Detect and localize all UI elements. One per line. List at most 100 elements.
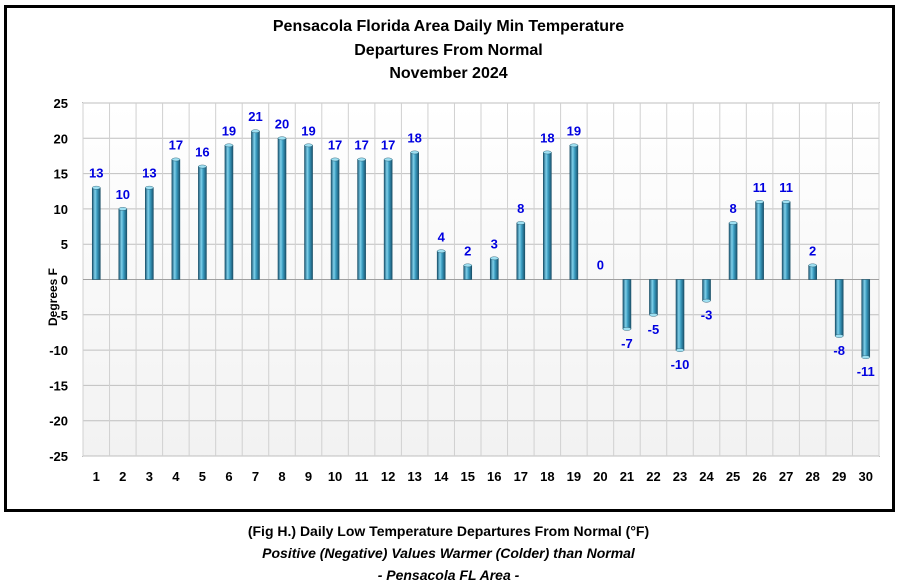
data-label: 19 bbox=[222, 123, 236, 138]
data-label: 3 bbox=[491, 236, 498, 251]
bar bbox=[410, 152, 419, 280]
x-tick-label: 3 bbox=[146, 469, 153, 484]
bar bbox=[808, 265, 817, 280]
data-label: 17 bbox=[328, 137, 342, 152]
data-label: 8 bbox=[729, 201, 736, 216]
bar-cap bbox=[383, 157, 393, 162]
data-label: 17 bbox=[381, 137, 395, 152]
bar-cap bbox=[198, 164, 207, 169]
bar-cap bbox=[251, 129, 260, 134]
bar-cap bbox=[543, 150, 552, 155]
bar-cap bbox=[702, 298, 711, 303]
bar bbox=[516, 222, 526, 280]
bar-cap bbox=[861, 355, 870, 359]
data-label: 11 bbox=[779, 180, 793, 195]
x-tick-label: 16 bbox=[487, 469, 501, 484]
caption-line-2: Positive (Negative) Values Warmer (Colde… bbox=[262, 545, 635, 561]
bar bbox=[649, 279, 658, 316]
x-tick-label: 26 bbox=[752, 469, 766, 484]
data-label: 21 bbox=[248, 109, 262, 124]
x-tick-label: 15 bbox=[460, 469, 474, 484]
bar-cap bbox=[357, 157, 366, 162]
bar-cap bbox=[490, 256, 499, 261]
bar bbox=[834, 279, 844, 337]
data-label: 18 bbox=[540, 130, 554, 145]
x-tick-label: 19 bbox=[567, 469, 581, 484]
x-tick-label: 9 bbox=[305, 469, 312, 484]
bar bbox=[489, 258, 499, 280]
bar bbox=[91, 187, 101, 280]
caption-line-3: - Pensacola FL Area - bbox=[377, 567, 520, 583]
bar bbox=[675, 279, 685, 351]
chart-canvas: 2520151050-5-10-15-20-251311021331741651… bbox=[49, 96, 880, 484]
y-tick-label: 15 bbox=[54, 167, 68, 182]
bar-cap bbox=[649, 312, 658, 317]
bar bbox=[357, 159, 366, 280]
chart-title-line-1: Pensacola Florida Area Daily Min Tempera… bbox=[272, 18, 625, 35]
bar-cap bbox=[463, 263, 472, 268]
x-tick-label: 8 bbox=[278, 469, 285, 484]
bar-cap bbox=[675, 348, 685, 352]
chart-title-line-3: November 2024 bbox=[389, 65, 508, 82]
data-label: 20 bbox=[275, 116, 289, 131]
y-tick-label: -10 bbox=[49, 343, 68, 358]
bar bbox=[436, 250, 446, 280]
x-tick-label: 10 bbox=[328, 469, 342, 484]
x-tick-label: 22 bbox=[646, 469, 660, 484]
bar-cap bbox=[92, 185, 101, 190]
data-label: 8 bbox=[517, 201, 524, 216]
bar bbox=[755, 201, 764, 280]
bar-cap bbox=[118, 207, 128, 211]
bar bbox=[145, 187, 154, 280]
bar bbox=[781, 201, 791, 280]
bar-cap bbox=[145, 185, 154, 190]
x-tick-label: 12 bbox=[381, 469, 395, 484]
x-tick-label: 11 bbox=[355, 469, 369, 484]
bar-cap bbox=[437, 249, 446, 254]
y-axis-label: Degrees F bbox=[46, 267, 61, 327]
data-label: 16 bbox=[195, 145, 209, 160]
x-tick-label: 13 bbox=[407, 469, 421, 484]
bar-cap bbox=[622, 327, 632, 331]
y-tick-label: -25 bbox=[49, 449, 68, 464]
x-tick-label: 6 bbox=[225, 469, 232, 484]
x-tick-label: 25 bbox=[726, 469, 740, 484]
data-label: 18 bbox=[407, 130, 421, 145]
bar bbox=[543, 152, 552, 280]
bar bbox=[861, 279, 871, 358]
bar bbox=[224, 145, 234, 280]
x-tick-label: 7 bbox=[252, 469, 259, 484]
bar bbox=[198, 166, 207, 280]
x-tick-label: 5 bbox=[199, 469, 206, 484]
x-tick-label: 4 bbox=[172, 469, 180, 484]
bar-cap bbox=[728, 221, 738, 225]
bar-cap bbox=[835, 334, 844, 338]
bar bbox=[569, 145, 579, 280]
bar-cap bbox=[224, 143, 234, 148]
x-tick-label: 18 bbox=[540, 469, 554, 484]
bar-cap bbox=[755, 200, 764, 204]
y-tick-label: 20 bbox=[54, 131, 68, 146]
x-tick-label: 24 bbox=[699, 469, 714, 484]
data-label: -3 bbox=[701, 308, 713, 323]
bar-cap bbox=[330, 157, 340, 162]
x-tick-label: 20 bbox=[593, 469, 607, 484]
bar bbox=[304, 145, 313, 280]
bar bbox=[277, 138, 287, 280]
data-label: 10 bbox=[116, 187, 130, 202]
y-tick-label: 5 bbox=[61, 237, 68, 252]
bar bbox=[330, 159, 340, 280]
bar bbox=[622, 279, 632, 330]
x-tick-label: 28 bbox=[805, 469, 819, 484]
x-tick-label: 23 bbox=[673, 469, 687, 484]
bar-cap bbox=[516, 221, 525, 225]
bar-cap bbox=[808, 263, 817, 268]
data-label: 2 bbox=[809, 243, 816, 258]
y-tick-label: -15 bbox=[49, 378, 68, 393]
x-tick-label: 2 bbox=[119, 469, 126, 484]
bar bbox=[251, 130, 260, 280]
x-tick-label: 1 bbox=[93, 469, 100, 484]
bar bbox=[171, 159, 181, 280]
y-tick-label: 10 bbox=[54, 202, 68, 217]
caption-line-1: (Fig H.) Daily Low Temperature Departure… bbox=[247, 523, 650, 539]
